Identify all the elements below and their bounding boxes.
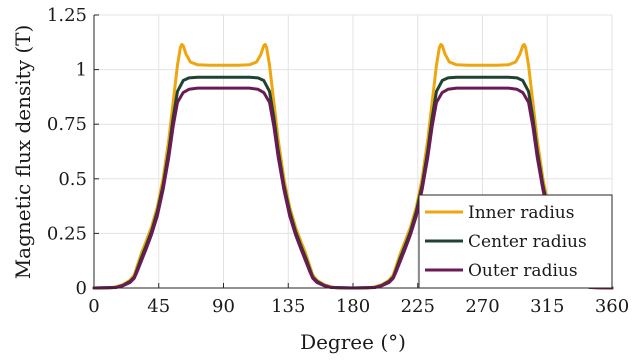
legend-label: Center radius [468, 232, 587, 252]
x-tick-label: 0 [88, 296, 99, 317]
y-tick-labels: 0 0.25 0.5 0.75 1 1.25 [47, 5, 87, 299]
legend: Inner radius Center radius Outer radius [418, 194, 613, 289]
x-tick-label: 90 [212, 296, 235, 317]
legend-label: Inner radius [468, 203, 574, 223]
grid [94, 14, 613, 288]
x-tick-label: 180 [336, 296, 370, 317]
y-axis-label: Magnetic flux density (T) [11, 25, 35, 280]
y-tick-label: 0 [76, 278, 87, 299]
y-tick-label: 0.5 [58, 169, 87, 190]
y-tick-label: 0.25 [47, 223, 87, 244]
x-tick-label: 45 [147, 296, 170, 317]
x-tick-label: 270 [465, 296, 499, 317]
x-tick-labels: 0 45 90 135 180 225 270 315 360 [88, 296, 629, 317]
x-tick-label: 135 [271, 296, 305, 317]
x-tick-label: 225 [401, 296, 435, 317]
y-tick-label: 1 [76, 60, 87, 81]
y-tick-label: 0.75 [47, 114, 87, 135]
y-tick-label: 1.25 [47, 5, 87, 26]
x-tick-label: 315 [530, 296, 564, 317]
legend-label: Outer radius [468, 261, 578, 281]
x-axis-label: Degree (°) [300, 330, 406, 354]
x-tick-label: 360 [595, 296, 629, 317]
